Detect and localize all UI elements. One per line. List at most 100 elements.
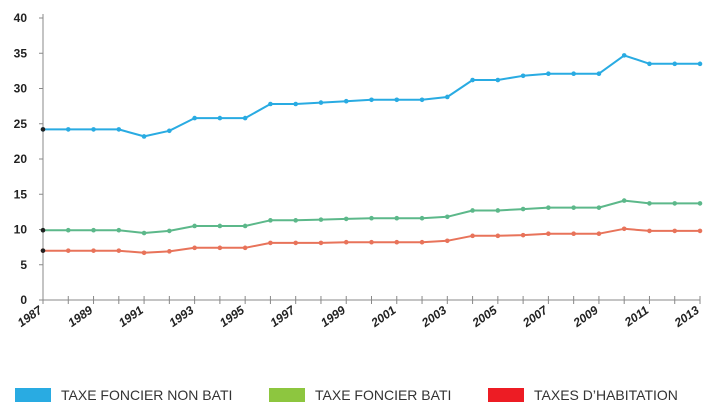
x-tick-label: 2009 [570, 303, 601, 331]
data-point [546, 205, 551, 210]
data-point [596, 71, 602, 76]
data-point [470, 77, 475, 83]
x-tick-label: 1999 [318, 303, 348, 330]
data-point [647, 201, 652, 206]
data-point [293, 240, 298, 246]
data-point [242, 245, 248, 251]
data-point [546, 71, 551, 76]
data-point [672, 61, 678, 67]
data-point [495, 233, 501, 239]
data-point [621, 53, 627, 58]
data-point [217, 223, 223, 229]
data-point [91, 127, 96, 132]
legend-swatch-non-bati [15, 388, 51, 402]
data-point [141, 250, 147, 256]
series-line [43, 54, 700, 138]
data-point [343, 98, 349, 104]
data-point [571, 205, 576, 210]
data-point [369, 97, 374, 103]
data-point [217, 115, 223, 121]
data-point [167, 249, 172, 254]
y-tick-label: 35 [14, 46, 28, 60]
data-point [293, 218, 298, 223]
data-point [318, 240, 324, 246]
data-point [445, 94, 450, 100]
x-tick-label: 2011 [621, 303, 651, 330]
data-point [672, 228, 678, 234]
data-point [571, 71, 576, 76]
series-1 [40, 198, 703, 236]
data-point [647, 61, 652, 67]
y-tick-label: 20 [14, 152, 28, 166]
x-tick-label: 1995 [217, 303, 247, 330]
data-point [621, 198, 627, 203]
data-point [167, 128, 172, 134]
data-point [520, 73, 526, 79]
data-point [520, 206, 526, 212]
data-point [167, 228, 172, 234]
data-point [217, 245, 223, 251]
data-point [268, 240, 273, 246]
data-point [394, 239, 400, 245]
data-point [141, 230, 147, 236]
y-tick-label: 0 [20, 293, 27, 307]
x-tick-label: 1991 [116, 303, 146, 330]
data-point [621, 226, 627, 232]
data-point [65, 127, 71, 132]
x-tick-label: 2005 [469, 303, 500, 331]
series-start-marker [40, 227, 46, 233]
data-point [596, 205, 602, 210]
data-point [318, 100, 324, 105]
legend-label-habitation: TAXES D’HABITATION [534, 387, 678, 403]
data-point [596, 231, 602, 237]
legend-swatch-habitation [488, 388, 524, 402]
y-tick-label: 30 [14, 82, 28, 96]
data-point [419, 215, 425, 221]
data-point [546, 231, 551, 237]
y-tick-label: 40 [14, 11, 28, 25]
data-point [192, 223, 197, 229]
data-point [697, 228, 703, 234]
legend-item-habitation: TAXES D’HABITATION [488, 385, 678, 405]
data-point [697, 201, 703, 206]
data-point [470, 208, 475, 213]
series-layer [40, 53, 703, 256]
legend: TAXE FONCIER NON BATI TAXE FONCIER BATI … [0, 385, 703, 405]
data-point [394, 215, 400, 221]
legend-label-non-bati: TAXE FONCIER NON BATI [61, 387, 233, 403]
data-point [65, 248, 71, 253]
x-axis: 1987 1989 1991 1993 1995 1997 1999 2001 2003 2005… [15, 296, 702, 330]
data-point [495, 77, 501, 83]
x-tick-label: 2003 [418, 303, 449, 331]
x-tick-label: 2001 [368, 303, 399, 331]
data-point [470, 233, 475, 239]
data-point [318, 217, 324, 222]
data-point [91, 227, 96, 233]
x-tick-label: 2007 [519, 302, 551, 330]
data-point [192, 115, 197, 121]
x-tick-label: 1997 [268, 302, 299, 330]
legend-swatch-bati [269, 388, 305, 402]
data-point [293, 101, 298, 107]
series-0 [40, 53, 703, 139]
data-point [116, 227, 122, 233]
data-point [697, 61, 703, 67]
x-tick-label: 2013 [671, 303, 702, 331]
series-start-marker [40, 248, 46, 253]
y-tick-label: 5 [20, 258, 27, 272]
x-tick-label: 1989 [65, 303, 95, 330]
data-point [520, 232, 526, 238]
data-point [369, 215, 374, 221]
series-start-marker [40, 127, 46, 132]
data-point [343, 216, 349, 222]
data-point [445, 214, 450, 220]
y-tick-label: 25 [14, 117, 28, 131]
data-point [91, 248, 96, 253]
data-point [495, 208, 501, 213]
series-2 [40, 226, 703, 256]
data-point [116, 127, 122, 132]
data-point [571, 231, 576, 237]
data-point [116, 248, 122, 253]
y-axis: 0 5 10 15 20 25 30 35 40 [14, 11, 44, 307]
